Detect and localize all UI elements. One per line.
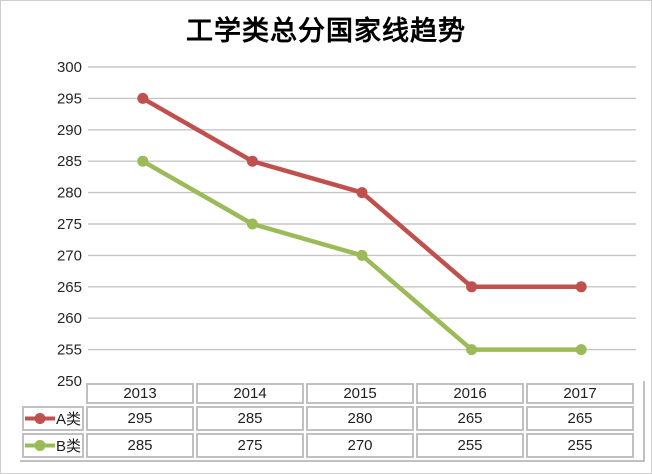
data-point [246,218,258,230]
table-value: 270 [306,433,414,458]
year-header: 2016 [416,383,524,404]
chart-data-table: 2013 2014 2015 2016 2017 A类 295 285 280 … [20,381,636,460]
table-corner-cell [22,383,84,404]
y-axis-tick-label: 285 [57,153,82,170]
y-axis-tick-label: 300 [57,59,82,76]
data-point [356,187,368,199]
table-value: 295 [86,406,194,431]
table-value: 285 [196,406,304,431]
table-header-row: 2013 2014 2015 2016 2017 [22,383,634,404]
data-point [137,92,149,104]
y-axis-tick-label: 290 [57,122,82,139]
data-point [466,344,478,356]
data-point [246,155,258,167]
data-point [466,281,478,293]
data-point [356,249,368,261]
table-value: 255 [416,433,524,458]
y-axis-tick-label: 265 [57,279,82,296]
table-row-series-a: A类 295 285 280 265 265 [22,406,634,431]
chart-title: 工学类总分国家线趋势 [186,16,466,46]
legend-key-icon [24,413,55,424]
table-value: 275 [196,433,304,458]
legend-cell-series-a: A类 [22,406,84,431]
series-label: A类 [55,411,81,428]
data-point [575,281,587,293]
y-axis-tick-label: 270 [57,247,82,264]
y-axis-tick-label: 260 [57,310,82,327]
year-header: 2017 [526,383,634,404]
y-axis-tick-label: 295 [57,90,82,107]
y-axis-tick-label: 275 [57,216,82,233]
y-axis-tick-label: 280 [57,185,82,202]
data-point [575,344,587,356]
year-header: 2014 [196,383,304,404]
table-value: 280 [306,406,414,431]
table-row-series-b: B类 285 275 270 255 255 [22,433,634,458]
data-table: 2013 2014 2015 2016 2017 A类 295 285 280 … [20,381,645,462]
series-label: B类 [55,438,81,455]
table-value: 265 [526,406,634,431]
table-value: 285 [86,433,194,458]
year-header: 2013 [86,383,194,404]
y-axis-tick-label: 255 [57,342,82,359]
data-point [137,155,149,167]
y-axis-tick-label: 250 [57,373,82,390]
year-header: 2015 [306,383,414,404]
table-value: 255 [526,433,634,458]
legend-cell-series-b: B类 [22,433,84,458]
table-value: 265 [416,406,524,431]
legend-key-icon [24,440,55,451]
